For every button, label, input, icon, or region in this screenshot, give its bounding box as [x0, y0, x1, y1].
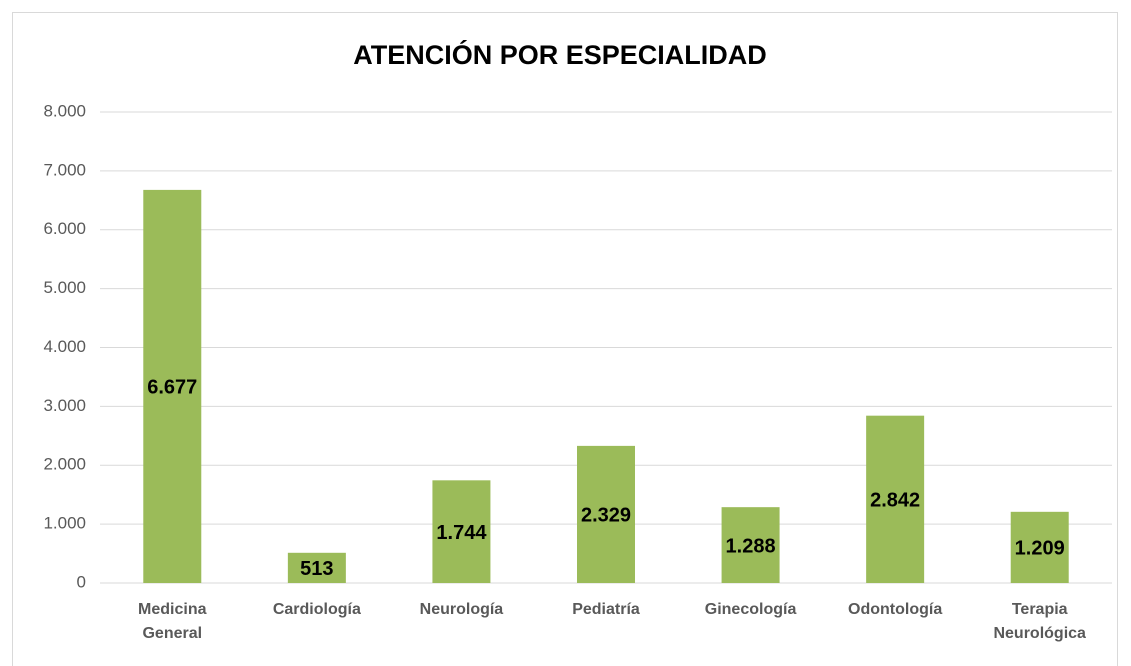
y-tick-label: 6.000 [43, 219, 86, 238]
y-tick-label: 0 [77, 572, 86, 591]
y-tick-label: 4.000 [43, 337, 86, 356]
x-tick-label: Ginecología [704, 601, 797, 618]
data-label: 1.288 [726, 535, 776, 557]
bar [287, 552, 346, 583]
y-tick-label: 2.000 [43, 455, 86, 474]
y-tick-label: 8.000 [43, 101, 86, 120]
x-tick-label: Cardiología [272, 601, 361, 618]
x-tick-label: Pediatría [572, 601, 640, 618]
y-tick-label: 1.000 [43, 514, 86, 533]
data-label: 2.329 [581, 505, 631, 527]
bar [1010, 511, 1069, 583]
data-label: 513 [300, 558, 333, 580]
data-label: 6.677 [147, 377, 197, 399]
x-tick-label: Odontología [848, 601, 943, 618]
data-label: 1.744 [436, 522, 487, 544]
chart-title: ATENCIÓN POR ESPECIALIDAD [353, 39, 767, 70]
y-tick-label: 7.000 [43, 160, 86, 179]
x-tick-label: Medicina General [138, 601, 207, 642]
data-label: 2.842 [870, 490, 920, 512]
x-tick-label: Neurología [419, 601, 504, 618]
bar [432, 480, 491, 583]
y-tick-label: 5.000 [43, 278, 86, 297]
bar [866, 415, 925, 583]
x-tick-label: Terapia Neurológica [993, 601, 1086, 642]
y-tick-label: 3.000 [43, 396, 86, 415]
bar [577, 445, 635, 583]
bar [721, 507, 780, 583]
bar [143, 189, 202, 583]
data-label: 1.209 [1015, 538, 1065, 560]
